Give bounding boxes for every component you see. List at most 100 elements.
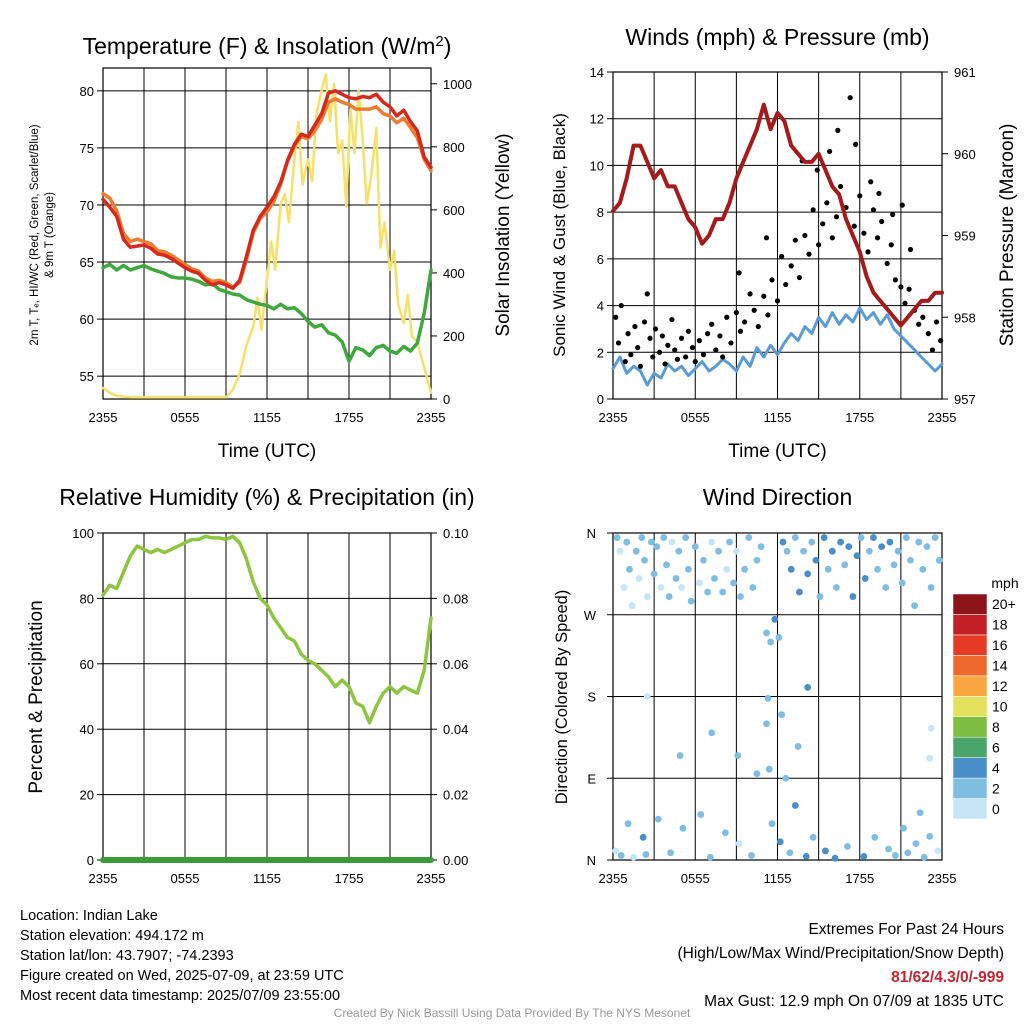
wind_direction-direction-point [844,842,851,850]
wind_direction-direction-point [632,547,640,555]
wind_direction-direction-point [927,584,935,591]
winds-gust-point [755,323,761,330]
winds-pressure-line [611,102,944,328]
colorbar-label: 8 [992,719,1000,735]
winds-gust-point [669,316,675,323]
humidity-y-tick-label: 100 [72,526,94,541]
temperature-t9m-line [101,97,433,289]
title-close-paren: ) [444,33,452,59]
wind_direction-direction-point [907,556,914,564]
winds-gust-point [685,328,691,334]
winds-gust-point [674,356,681,362]
winds-gust-point [689,345,696,351]
colorbar-label: 4 [992,760,1000,776]
wind_direction-direction-point [745,534,753,541]
winds-gust-point [615,340,622,346]
wind_direction-direction-point [920,853,928,861]
wind_direction-direction-point [691,543,699,551]
winds-gust-point [853,141,859,148]
winds-gust-point [779,253,785,260]
wind_direction-direction-point [804,570,812,578]
wind_direction-direction-point [765,765,773,773]
wind_direction-y-tick-label: E [587,771,596,786]
winds-gust-point [761,293,767,299]
winds-x-tick-label: 1155 [764,410,792,425]
wind_direction-direction-point [643,593,651,600]
colorbar-label: 14 [992,658,1008,674]
humidity-y-axis-label: Percent & Precipitation [26,600,47,793]
wind_direction-direction-point [870,534,877,541]
winds-x-tick-label: 0555 [681,410,710,425]
wind_direction-direction-point [904,849,912,857]
temperature-x-axis-label: Time (UTC) [218,441,317,462]
winds-gust-point [637,363,644,369]
wind_direction-direction-point [700,556,707,564]
wind_direction-direction-point [679,824,687,832]
wind_direction-direction-point [931,534,939,541]
wind_direction-direction-point [915,538,923,546]
wind_direction-direction-point [635,575,643,582]
colorbar-swatch [952,655,988,677]
wind_direction-direction-point [878,543,886,551]
wind_direction-direction-point [668,538,676,546]
humidity-x-tick-label: 1755 [335,871,364,886]
wind_direction-direction-point [898,579,906,587]
wind_direction-direction-point [706,853,714,861]
winds-y2-tick-label: 959 [954,229,976,244]
wind_direction-x-tick-label: 1755 [845,871,874,886]
winds-gust-point [788,263,794,269]
colorbar-swatch [952,757,988,779]
temperature-dewpoint-line [101,262,433,364]
wind_direction-direction-point [763,629,770,637]
wind_direction-title: Wind Direction [703,484,853,510]
winds-gust-point [747,291,753,297]
wind_direction-direction-point [723,565,731,573]
wind_direction-direction-point [638,534,646,541]
wind_direction-direction-point [647,538,655,546]
temperature-y2-tick-label: 0 [443,392,450,407]
wind_direction-direction-point [804,684,812,691]
winds-gust-point [659,333,665,339]
winds-y-tick-label: 6 [597,252,604,267]
winds-gust-point [929,347,936,353]
wind_direction-direction-point [653,543,661,551]
winds-gust-point [876,190,882,197]
extremes-values: 81/62/4.3/0/-999 [891,969,1004,986]
winds-gust-point [824,200,830,206]
wind_direction-direction-point [715,547,722,555]
wind_direction-direction-point [748,852,755,859]
temperature-y-tick-label: 80 [80,84,94,99]
winds-gust-point [672,347,678,353]
wind_direction-direction-point [624,820,632,828]
wind_direction-direction-point [911,602,918,610]
colorbar-label: 20+ [992,596,1016,612]
wind_direction-direction-point [808,538,816,546]
humidity-y2-tick-label: 0.04 [443,722,468,737]
winds-gust-point [898,284,904,290]
winds-gust-point [792,237,798,243]
wind_direction-direction-point [800,547,807,555]
winds-gust-point [769,277,775,283]
wind_direction-direction-point [626,565,633,573]
winds-gust-point [833,214,840,220]
wind_direction-direction-point [820,534,828,541]
winds-gust-point [622,359,628,365]
winds-gust-point [613,314,619,320]
humidity-y-tick-label: 60 [80,657,94,672]
winds-gust-point [796,274,803,281]
wind_direction-direction-point [654,815,662,823]
wind_direction-direction-point [642,851,650,858]
wind_direction-direction-point [675,547,683,555]
temperature-y-tick-label: 60 [80,312,94,327]
winds-gust-point [820,221,826,227]
temperature-x-tick-label: 2355 [89,410,118,425]
wind_direction-direction-point [749,584,757,591]
temperature-y2-tick-label: 200 [443,329,465,344]
wind_direction-direction-point [672,575,680,582]
wind_direction-x-tick-label: 1155 [764,871,792,886]
winds-gust-point [868,179,874,185]
winds-gust-point [618,302,624,309]
wind_direction-direction-point [616,547,624,555]
winds-gust-point [806,251,812,257]
